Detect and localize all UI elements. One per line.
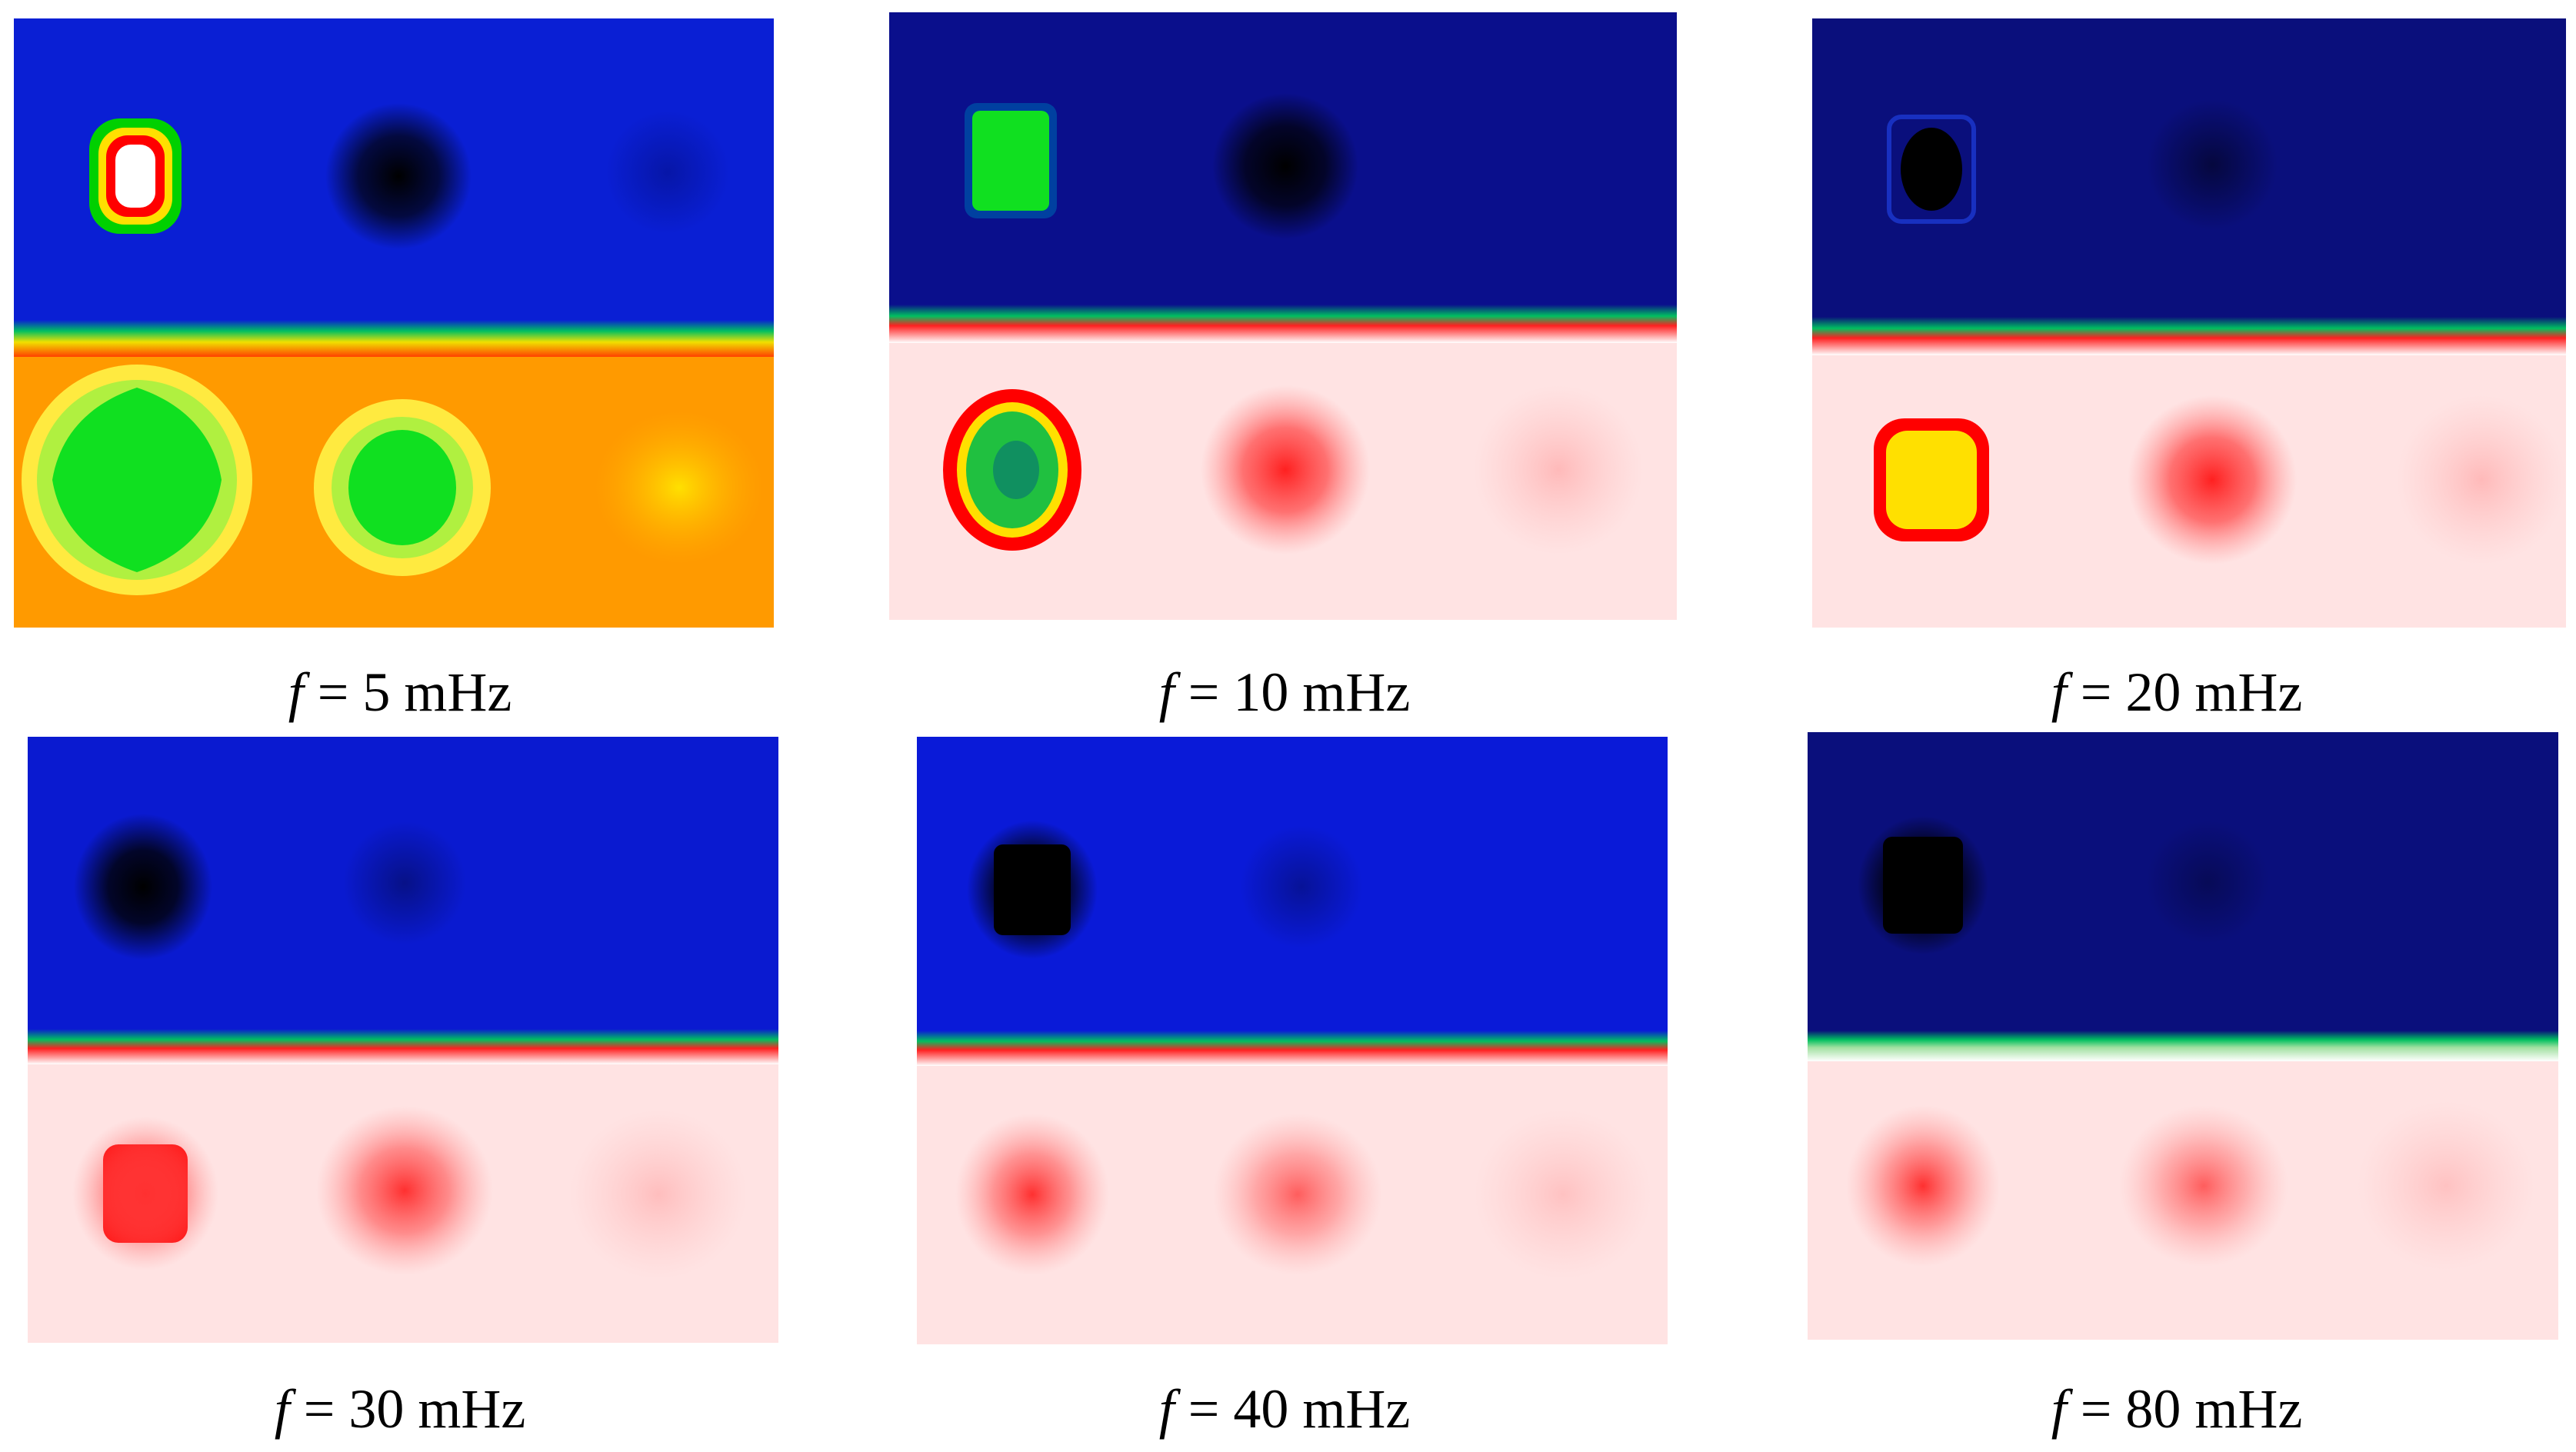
caption-10mhz: f = 10 mHz [1158,661,1411,723]
caption-80mhz: f = 80 mHz [2051,1378,2303,1440]
caption-30mhz: f = 30 mHz [274,1378,526,1440]
field-map-10mhz [889,12,1677,620]
field-map-40mhz [917,737,1668,1344]
field-map-30mhz [28,737,778,1343]
field-map-20mhz [1812,18,2566,628]
caption-40mhz: f = 40 mHz [1158,1378,1411,1440]
caption-20mhz: f = 20 mHz [2051,661,2303,723]
field-map-5mhz [14,18,774,628]
field-map-80mhz [1808,732,2558,1340]
caption-5mhz: f = 5 mHz [288,661,512,723]
